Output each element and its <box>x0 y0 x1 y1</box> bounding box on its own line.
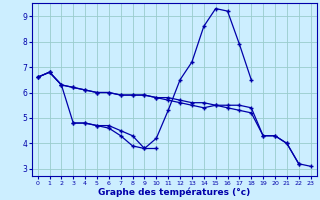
X-axis label: Graphe des températures (°c): Graphe des températures (°c) <box>98 187 250 197</box>
